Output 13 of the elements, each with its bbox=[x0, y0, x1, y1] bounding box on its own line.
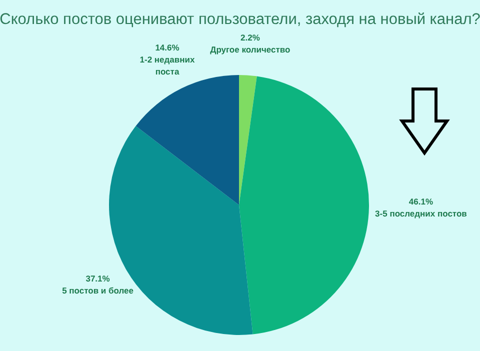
pie-slice bbox=[109, 126, 253, 335]
slice-label: 1-2 недавних поста bbox=[140, 54, 196, 77]
slice-label: 5 постов и более bbox=[62, 285, 134, 296]
slice-label: Другое количество bbox=[210, 44, 290, 54]
data-label: 14.6% bbox=[155, 42, 180, 53]
chart-title: Сколько постов оценивают пользователи, заходя на новый канал? bbox=[0, 11, 480, 28]
pie-slice bbox=[239, 76, 369, 334]
data-label: 2.2% bbox=[240, 32, 260, 42]
data-label: 37.1% bbox=[86, 273, 110, 284]
slice-label: 3-5 последних постов bbox=[375, 208, 467, 219]
data-label: 46.1% bbox=[408, 196, 434, 207]
pie-slice bbox=[136, 75, 239, 205]
pie-slice bbox=[239, 75, 257, 205]
